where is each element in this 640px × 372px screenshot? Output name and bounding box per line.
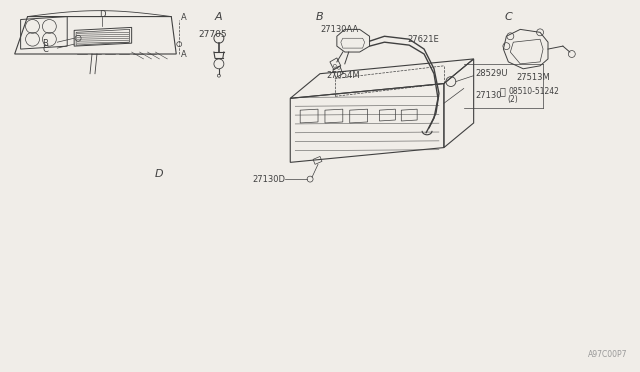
Text: A: A <box>181 13 187 22</box>
Text: 27705: 27705 <box>198 30 227 39</box>
Text: Ⓢ: Ⓢ <box>499 86 506 96</box>
Text: B: B <box>42 39 49 48</box>
Text: 08510-51242: 08510-51242 <box>508 87 559 96</box>
Text: 27513M: 27513M <box>516 73 550 82</box>
Text: 27130: 27130 <box>476 91 502 100</box>
Text: 27054M: 27054M <box>326 71 360 80</box>
Text: 27621E: 27621E <box>407 35 439 44</box>
Text: 27130D: 27130D <box>252 174 285 184</box>
Text: C: C <box>42 45 49 54</box>
Text: C: C <box>504 12 512 22</box>
Text: B: B <box>316 12 324 22</box>
Text: D: D <box>155 169 164 179</box>
Text: D: D <box>99 10 106 19</box>
Text: A: A <box>181 51 187 60</box>
Text: 27130AA: 27130AA <box>320 25 358 34</box>
Text: A: A <box>215 12 223 22</box>
Text: 28529U: 28529U <box>476 69 508 78</box>
Text: (2): (2) <box>507 95 518 104</box>
Text: A97C00P7: A97C00P7 <box>588 350 627 359</box>
